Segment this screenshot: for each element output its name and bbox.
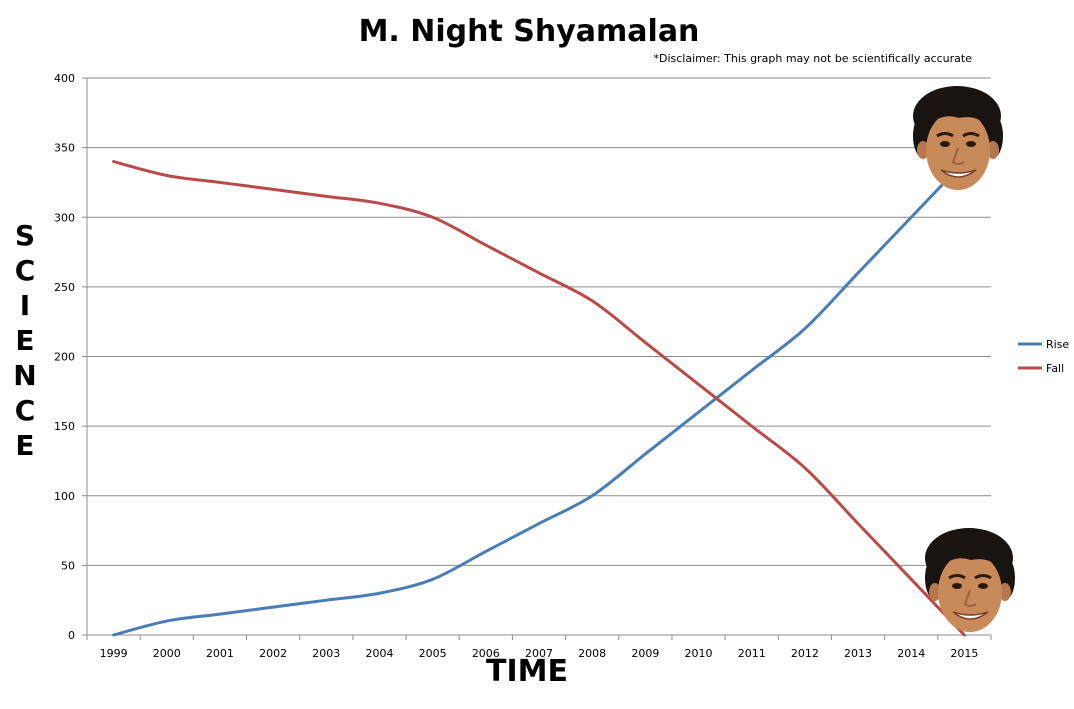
y-axis-label-letter: N [13,359,37,392]
chart-title: M. Night Shyamalan [358,14,700,49]
x-tick-label: 2002 [259,647,287,660]
x-tick-label: 2001 [206,647,234,660]
y-tick-label: 200 [54,351,75,364]
y-tick-label: 100 [54,490,75,503]
x-tick-label: 1999 [100,647,128,660]
y-tick-label: 350 [54,142,75,155]
face-bottom-icon [925,528,1015,632]
x-axis-label: TIME [486,654,568,689]
x-tick-label: 2011 [738,647,766,660]
x-tick-label: 2010 [685,647,713,660]
y-axis-label-letter: E [15,324,35,357]
series-line-rise [112,160,966,637]
y-axis-label-letter: C [14,394,36,427]
x-tick-label: 2003 [312,647,340,660]
y-axis-label-letter: E [15,429,35,462]
y-axis-label-letter: S [14,219,36,252]
legend-label-rise: Rise [1046,338,1069,351]
y-axis-label-letter: C [14,254,36,287]
y-tick-label: 50 [61,559,75,572]
face-top-icon [913,86,1003,190]
x-tick-label: 2009 [631,647,659,660]
x-tick-label: 2014 [897,647,925,660]
x-tick-label: 2015 [950,647,978,660]
y-tick-label: 250 [54,281,75,294]
x-tick-label: 2005 [419,647,447,660]
chart-disclaimer: *Disclaimer: This graph may not be scien… [653,52,973,65]
x-tick-label: 2007 [525,647,553,660]
x-tick-label: 2013 [844,647,872,660]
y-axis-label-letter: I [19,289,31,322]
y-tick-label: 300 [54,211,75,224]
y-tick-label: 0 [68,629,75,642]
y-tick-label: 150 [54,420,75,433]
x-tick-label: 2000 [153,647,181,660]
x-tick-label: 2012 [791,647,819,660]
legend-label-fall: Fall [1046,362,1064,375]
x-tick-label: 2006 [472,647,500,660]
series-line-fall [112,160,966,637]
x-tick-label: 2004 [365,647,393,660]
y-tick-label: 400 [54,72,75,85]
x-tick-label: 2008 [578,647,606,660]
